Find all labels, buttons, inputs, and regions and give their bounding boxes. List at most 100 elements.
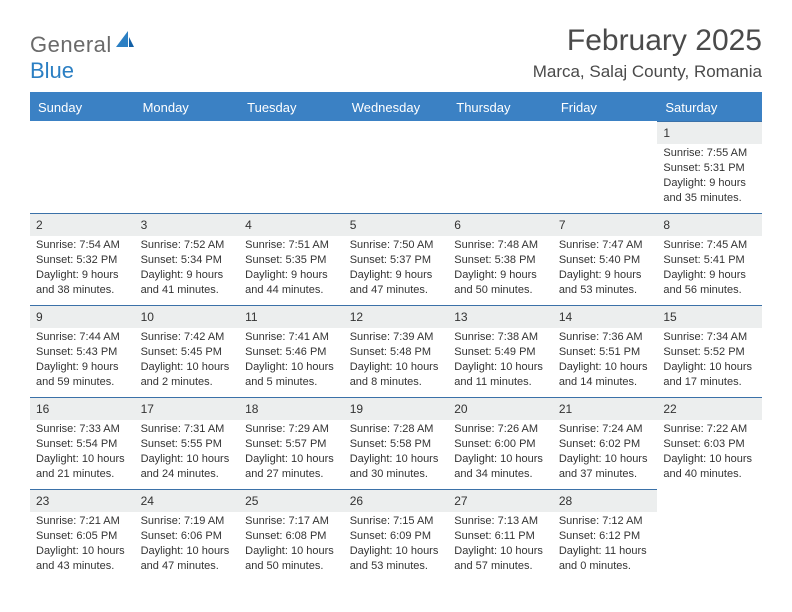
day-details: Sunrise: 7:28 AMSunset: 5:58 PMDaylight:… bbox=[344, 420, 449, 485]
calendar-day-cell: 27Sunrise: 7:13 AMSunset: 6:11 PMDayligh… bbox=[448, 489, 553, 581]
day-number: 27 bbox=[448, 489, 553, 512]
day-details: Sunrise: 7:22 AMSunset: 6:03 PMDaylight:… bbox=[657, 420, 762, 485]
day-number: 19 bbox=[344, 397, 449, 420]
day-number: 5 bbox=[344, 213, 449, 236]
calendar-day-cell: 11Sunrise: 7:41 AMSunset: 5:46 PMDayligh… bbox=[239, 305, 344, 397]
calendar-day-cell bbox=[553, 121, 658, 213]
day-details: Sunrise: 7:45 AMSunset: 5:41 PMDaylight:… bbox=[657, 236, 762, 301]
day-details: Sunrise: 7:19 AMSunset: 6:06 PMDaylight:… bbox=[135, 512, 240, 577]
calendar-day-cell: 10Sunrise: 7:42 AMSunset: 5:45 PMDayligh… bbox=[135, 305, 240, 397]
day-details: Sunrise: 7:39 AMSunset: 5:48 PMDaylight:… bbox=[344, 328, 449, 393]
day-number: 7 bbox=[553, 213, 658, 236]
calendar-day-cell: 1Sunrise: 7:55 AMSunset: 5:31 PMDaylight… bbox=[657, 121, 762, 213]
day-number: 11 bbox=[239, 305, 344, 328]
day-number: 10 bbox=[135, 305, 240, 328]
day-details: Sunrise: 7:55 AMSunset: 5:31 PMDaylight:… bbox=[657, 144, 762, 209]
logo-sail-icon bbox=[114, 29, 136, 51]
day-details: Sunrise: 7:42 AMSunset: 5:45 PMDaylight:… bbox=[135, 328, 240, 393]
calendar-body: 1Sunrise: 7:55 AMSunset: 5:31 PMDaylight… bbox=[30, 121, 762, 581]
calendar-day-cell: 3Sunrise: 7:52 AMSunset: 5:34 PMDaylight… bbox=[135, 213, 240, 305]
location: Marca, Salaj County, Romania bbox=[533, 62, 762, 82]
day-number: 26 bbox=[344, 489, 449, 512]
header: General February 2025 Marca, Salaj Count… bbox=[30, 24, 762, 82]
day-details: Sunrise: 7:50 AMSunset: 5:37 PMDaylight:… bbox=[344, 236, 449, 301]
calendar-day-cell bbox=[135, 121, 240, 213]
calendar-day-cell: 13Sunrise: 7:38 AMSunset: 5:49 PMDayligh… bbox=[448, 305, 553, 397]
calendar-day-cell: 6Sunrise: 7:48 AMSunset: 5:38 PMDaylight… bbox=[448, 213, 553, 305]
calendar-day-cell bbox=[448, 121, 553, 213]
logo-text-blue: Blue bbox=[30, 58, 74, 84]
calendar-week-row: 9Sunrise: 7:44 AMSunset: 5:43 PMDaylight… bbox=[30, 305, 762, 397]
day-number: 9 bbox=[30, 305, 135, 328]
weekday-header: Wednesday bbox=[344, 94, 449, 121]
calendar-day-cell: 20Sunrise: 7:26 AMSunset: 6:00 PMDayligh… bbox=[448, 397, 553, 489]
calendar-week-row: 2Sunrise: 7:54 AMSunset: 5:32 PMDaylight… bbox=[30, 213, 762, 305]
day-details: Sunrise: 7:26 AMSunset: 6:00 PMDaylight:… bbox=[448, 420, 553, 485]
calendar-day-cell: 15Sunrise: 7:34 AMSunset: 5:52 PMDayligh… bbox=[657, 305, 762, 397]
day-details: Sunrise: 7:13 AMSunset: 6:11 PMDaylight:… bbox=[448, 512, 553, 577]
day-number: 15 bbox=[657, 305, 762, 328]
calendar-day-cell: 5Sunrise: 7:50 AMSunset: 5:37 PMDaylight… bbox=[344, 213, 449, 305]
calendar-day-cell: 16Sunrise: 7:33 AMSunset: 5:54 PMDayligh… bbox=[30, 397, 135, 489]
day-details: Sunrise: 7:29 AMSunset: 5:57 PMDaylight:… bbox=[239, 420, 344, 485]
day-number: 18 bbox=[239, 397, 344, 420]
day-number: 25 bbox=[239, 489, 344, 512]
day-details: Sunrise: 7:15 AMSunset: 6:09 PMDaylight:… bbox=[344, 512, 449, 577]
weekday-header: Tuesday bbox=[239, 94, 344, 121]
day-number: 21 bbox=[553, 397, 658, 420]
weekday-header: Monday bbox=[135, 94, 240, 121]
calendar-day-cell bbox=[344, 121, 449, 213]
day-number: 1 bbox=[657, 121, 762, 144]
day-details: Sunrise: 7:17 AMSunset: 6:08 PMDaylight:… bbox=[239, 512, 344, 577]
day-number: 20 bbox=[448, 397, 553, 420]
day-details: Sunrise: 7:48 AMSunset: 5:38 PMDaylight:… bbox=[448, 236, 553, 301]
day-number: 2 bbox=[30, 213, 135, 236]
calendar-day-cell: 19Sunrise: 7:28 AMSunset: 5:58 PMDayligh… bbox=[344, 397, 449, 489]
calendar-day-cell: 17Sunrise: 7:31 AMSunset: 5:55 PMDayligh… bbox=[135, 397, 240, 489]
weekday-header-row: SundayMondayTuesdayWednesdayThursdayFrid… bbox=[30, 94, 762, 121]
calendar-week-row: 1Sunrise: 7:55 AMSunset: 5:31 PMDaylight… bbox=[30, 121, 762, 213]
calendar-day-cell bbox=[239, 121, 344, 213]
calendar-day-cell: 2Sunrise: 7:54 AMSunset: 5:32 PMDaylight… bbox=[30, 213, 135, 305]
day-details: Sunrise: 7:44 AMSunset: 5:43 PMDaylight:… bbox=[30, 328, 135, 393]
calendar-day-cell: 22Sunrise: 7:22 AMSunset: 6:03 PMDayligh… bbox=[657, 397, 762, 489]
weekday-header: Friday bbox=[553, 94, 658, 121]
day-details: Sunrise: 7:36 AMSunset: 5:51 PMDaylight:… bbox=[553, 328, 658, 393]
calendar-day-cell: 12Sunrise: 7:39 AMSunset: 5:48 PMDayligh… bbox=[344, 305, 449, 397]
day-number: 23 bbox=[30, 489, 135, 512]
calendar-day-cell bbox=[657, 489, 762, 581]
day-details: Sunrise: 7:12 AMSunset: 6:12 PMDaylight:… bbox=[553, 512, 658, 577]
day-number: 24 bbox=[135, 489, 240, 512]
logo-text-gray: General bbox=[30, 32, 112, 58]
day-details: Sunrise: 7:54 AMSunset: 5:32 PMDaylight:… bbox=[30, 236, 135, 301]
day-number: 6 bbox=[448, 213, 553, 236]
day-details: Sunrise: 7:24 AMSunset: 6:02 PMDaylight:… bbox=[553, 420, 658, 485]
day-number: 4 bbox=[239, 213, 344, 236]
calendar-day-cell: 9Sunrise: 7:44 AMSunset: 5:43 PMDaylight… bbox=[30, 305, 135, 397]
day-details: Sunrise: 7:38 AMSunset: 5:49 PMDaylight:… bbox=[448, 328, 553, 393]
day-details: Sunrise: 7:52 AMSunset: 5:34 PMDaylight:… bbox=[135, 236, 240, 301]
calendar-day-cell: 23Sunrise: 7:21 AMSunset: 6:05 PMDayligh… bbox=[30, 489, 135, 581]
day-number: 14 bbox=[553, 305, 658, 328]
weekday-header: Saturday bbox=[657, 94, 762, 121]
calendar-day-cell: 4Sunrise: 7:51 AMSunset: 5:35 PMDaylight… bbox=[239, 213, 344, 305]
calendar-day-cell: 18Sunrise: 7:29 AMSunset: 5:57 PMDayligh… bbox=[239, 397, 344, 489]
day-number: 13 bbox=[448, 305, 553, 328]
day-details: Sunrise: 7:41 AMSunset: 5:46 PMDaylight:… bbox=[239, 328, 344, 393]
day-number: 3 bbox=[135, 213, 240, 236]
month-title: February 2025 bbox=[533, 24, 762, 58]
weekday-header: Thursday bbox=[448, 94, 553, 121]
weekday-header: Sunday bbox=[30, 94, 135, 121]
day-details: Sunrise: 7:34 AMSunset: 5:52 PMDaylight:… bbox=[657, 328, 762, 393]
calendar-day-cell: 26Sunrise: 7:15 AMSunset: 6:09 PMDayligh… bbox=[344, 489, 449, 581]
calendar-day-cell: 7Sunrise: 7:47 AMSunset: 5:40 PMDaylight… bbox=[553, 213, 658, 305]
day-details: Sunrise: 7:33 AMSunset: 5:54 PMDaylight:… bbox=[30, 420, 135, 485]
calendar-day-cell: 24Sunrise: 7:19 AMSunset: 6:06 PMDayligh… bbox=[135, 489, 240, 581]
calendar-day-cell: 25Sunrise: 7:17 AMSunset: 6:08 PMDayligh… bbox=[239, 489, 344, 581]
day-details: Sunrise: 7:21 AMSunset: 6:05 PMDaylight:… bbox=[30, 512, 135, 577]
calendar-day-cell bbox=[30, 121, 135, 213]
calendar-day-cell: 21Sunrise: 7:24 AMSunset: 6:02 PMDayligh… bbox=[553, 397, 658, 489]
day-number: 28 bbox=[553, 489, 658, 512]
calendar-day-cell: 14Sunrise: 7:36 AMSunset: 5:51 PMDayligh… bbox=[553, 305, 658, 397]
title-block: February 2025 Marca, Salaj County, Roman… bbox=[533, 24, 762, 82]
